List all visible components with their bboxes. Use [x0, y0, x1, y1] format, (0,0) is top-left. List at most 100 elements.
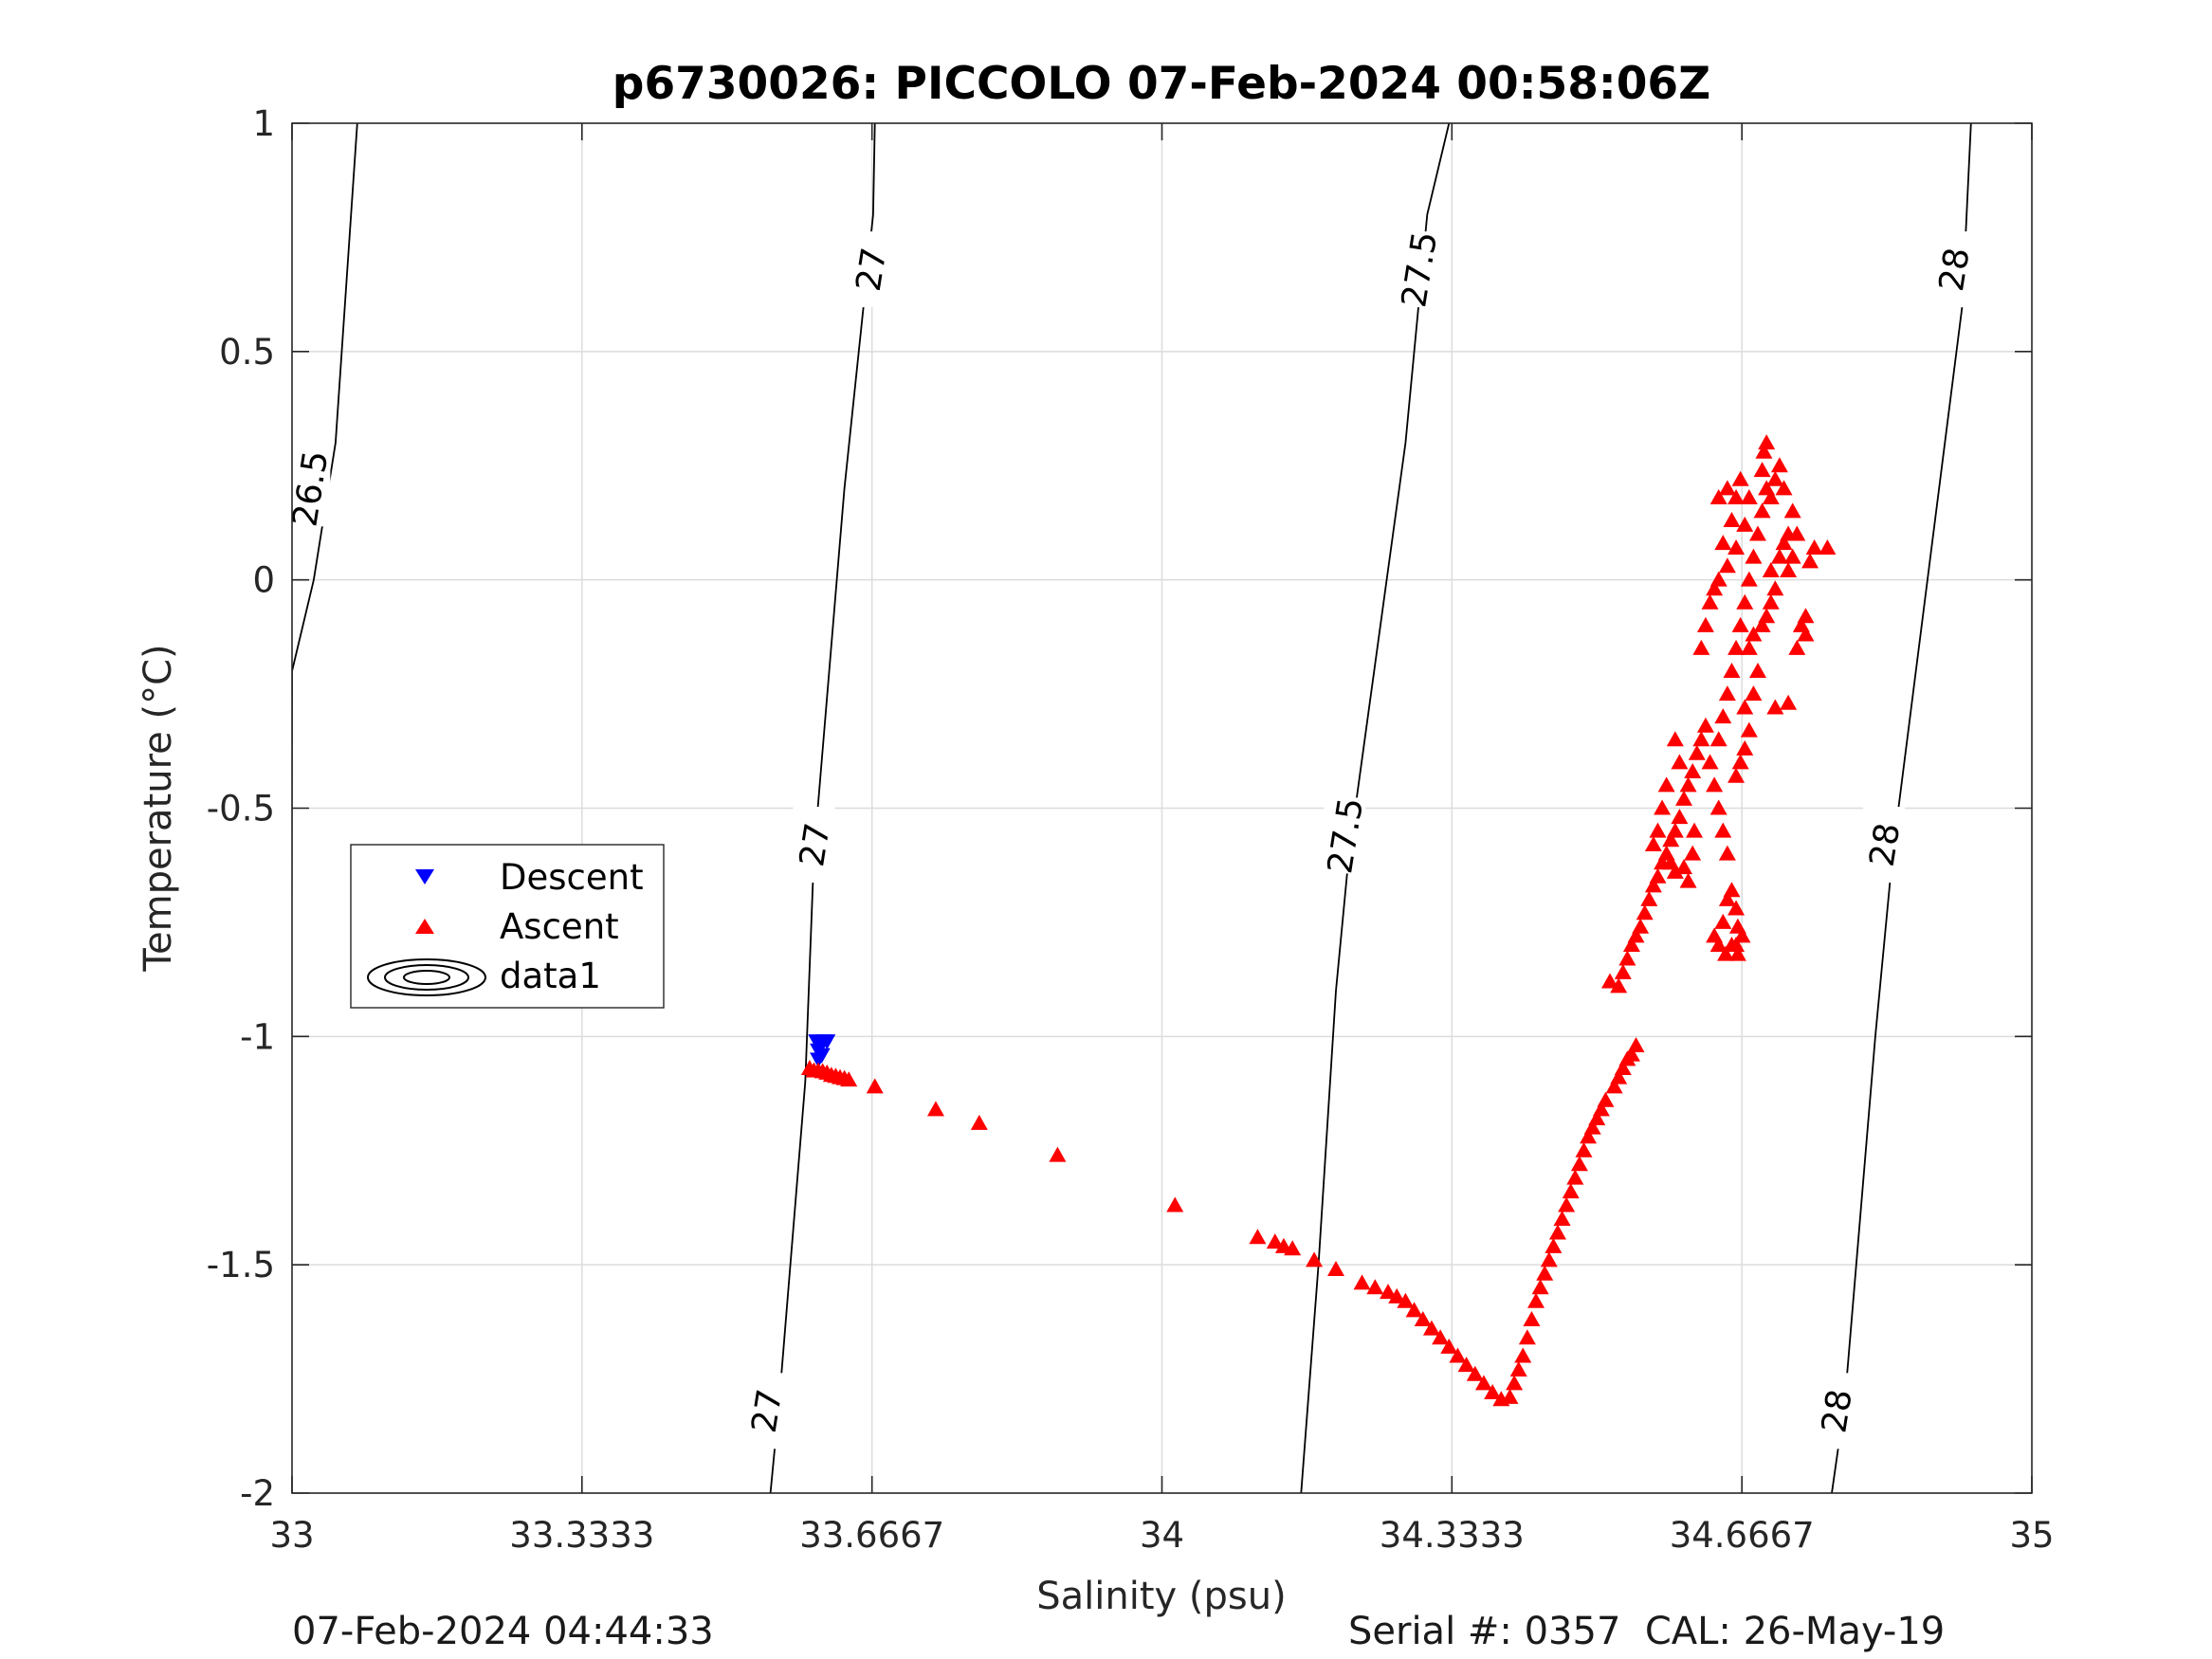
- ascent-point: [1736, 739, 1754, 756]
- ascent-point: [1588, 1110, 1606, 1126]
- ascent-point: [1649, 822, 1667, 838]
- descent-point: [818, 1034, 836, 1050]
- ascent-point: [1644, 877, 1662, 893]
- ascent-point: [1580, 1128, 1598, 1144]
- contour-label-background: [850, 231, 892, 308]
- ascent-point: [1509, 1360, 1527, 1376]
- ascent-point: [1636, 904, 1654, 921]
- y-tick-label: 0.5: [219, 332, 275, 373]
- descent-point: [810, 1052, 828, 1068]
- ascent-point: [1366, 1279, 1384, 1295]
- ascent-point: [1049, 1146, 1067, 1162]
- contour-label-background: [1932, 231, 1975, 308]
- ascent-point: [1570, 1156, 1588, 1172]
- ascent-point: [1654, 799, 1672, 815]
- ascent-point: [1657, 776, 1675, 793]
- ascent-point: [1484, 1384, 1502, 1400]
- ascent-point: [1614, 1060, 1632, 1076]
- ascent-point: [1675, 859, 1692, 875]
- ascent-point: [1701, 754, 1719, 770]
- contour-label: 28: [1932, 245, 1978, 294]
- ascent-point: [1709, 488, 1728, 504]
- ascent-point: [1506, 1375, 1524, 1391]
- x-tick-label: 33.3333: [509, 1515, 654, 1556]
- ascent-point: [1514, 1347, 1532, 1363]
- ascent-point: [1692, 639, 1710, 655]
- ascent-point: [1740, 721, 1758, 738]
- ascent-point: [1718, 557, 1736, 574]
- ascent-point: [1432, 1329, 1450, 1345]
- footer-serial-cal: Serial #: 0357 CAL: 26-May-19: [1348, 1610, 1946, 1653]
- ascent-point: [1605, 1078, 1623, 1094]
- x-axis-label: Salinity (psu): [1036, 1575, 1286, 1618]
- ascent-point: [1523, 1310, 1541, 1326]
- ascent-point: [1728, 945, 1746, 961]
- ascent-point: [1327, 1260, 1344, 1276]
- ascent-point: [1780, 562, 1798, 578]
- ascent-point: [1684, 845, 1702, 861]
- ascent-point: [1755, 443, 1773, 459]
- ascent-point: [1388, 1287, 1406, 1304]
- ascent-point: [1166, 1196, 1184, 1212]
- ascent-point: [1397, 1292, 1415, 1308]
- ascent-point: [1353, 1274, 1371, 1290]
- ascent-point: [1740, 639, 1758, 655]
- contour-label-background: [1863, 807, 1906, 884]
- x-tick-label: 33.6667: [799, 1515, 944, 1556]
- ascent-point: [1457, 1357, 1475, 1373]
- ascent-point: [1770, 548, 1788, 564]
- ascent-point: [1797, 626, 1815, 642]
- contour-label: 28: [1815, 1387, 1860, 1436]
- ascent-point: [1766, 470, 1784, 486]
- ascent-point: [1540, 1251, 1558, 1267]
- ascent-point: [1723, 663, 1741, 678]
- ascent-point: [1783, 548, 1801, 564]
- contour-label-background: [745, 1373, 788, 1449]
- y-tick-label: 1: [252, 103, 275, 144]
- ascent-point: [1640, 890, 1658, 906]
- ascent-point: [1449, 1347, 1467, 1363]
- legend-box: [350, 844, 665, 1009]
- ascent-point: [1671, 809, 1689, 825]
- ascent-point: [926, 1101, 944, 1117]
- ascent-point: [1728, 900, 1746, 916]
- x-tick-label: 34.3333: [1380, 1515, 1525, 1556]
- ascent-point: [1666, 822, 1684, 838]
- ascent-point: [1622, 1046, 1640, 1062]
- ascent-point: [1548, 1224, 1566, 1240]
- ascent-point: [1758, 608, 1776, 624]
- ascent-point: [1728, 538, 1746, 555]
- ascent-point: [1762, 593, 1780, 610]
- ascent-point: [1531, 1279, 1549, 1295]
- x-tick-label: 34: [1140, 1515, 1184, 1556]
- contour-label-background: [1324, 797, 1366, 874]
- ascent-point: [1553, 1211, 1571, 1226]
- ascent-point: [840, 1071, 858, 1087]
- ascent-point: [1717, 945, 1735, 961]
- ascent-point: [1788, 525, 1806, 541]
- ascent-point: [866, 1078, 884, 1094]
- ascent-point: [1692, 731, 1710, 747]
- ascent-point: [1762, 562, 1780, 578]
- y-tick-label: -1: [240, 1016, 275, 1057]
- ascent-point: [1805, 538, 1823, 555]
- contour-label-background: [1398, 231, 1440, 308]
- ascent-point: [1728, 639, 1746, 655]
- ascent-point: [1266, 1233, 1284, 1249]
- ascent-point: [1770, 457, 1788, 473]
- ascent-point: [1736, 516, 1754, 532]
- ascent-point: [1709, 937, 1728, 952]
- ascent-point: [1666, 863, 1684, 879]
- ascent-point: [1466, 1365, 1484, 1381]
- ascent-point: [1766, 699, 1784, 715]
- ascent-point: [1474, 1375, 1492, 1391]
- ascent-point: [1736, 699, 1754, 715]
- ascent-point: [1644, 836, 1662, 852]
- ascent-point: [1684, 762, 1702, 778]
- ascent-point: [1733, 927, 1751, 943]
- ascent-point: [1753, 616, 1771, 632]
- data-points: [800, 434, 1837, 1407]
- ascent-point: [1706, 580, 1724, 596]
